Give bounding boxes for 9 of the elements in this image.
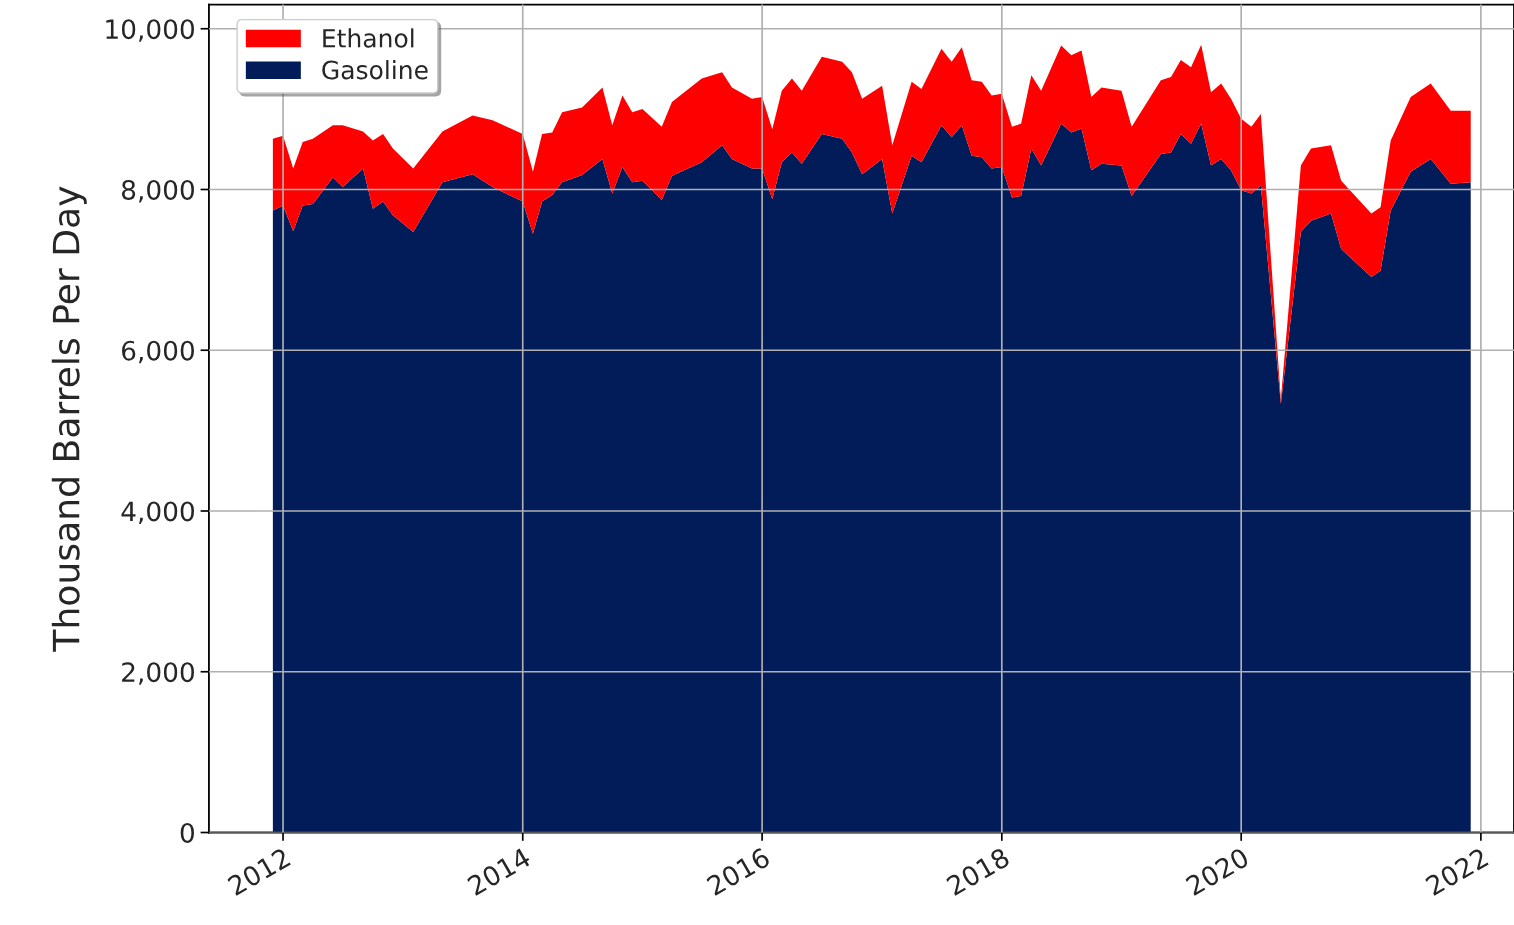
y-tick-label: 4,000	[121, 501, 194, 525]
y-tick-label: 0	[180, 822, 194, 843]
legend-label: Gasoline	[322, 60, 428, 80]
y-tick-label: 2,000	[122, 662, 194, 685]
y-tick-label: 10,000	[106, 19, 194, 42]
y-tick-label: 6,000	[122, 340, 194, 364]
legend-label: Ethanol	[323, 28, 414, 48]
y-axis-title: Thousand Barrels Per Day	[51, 186, 87, 652]
y-tick-label: 8,000	[121, 179, 194, 203]
